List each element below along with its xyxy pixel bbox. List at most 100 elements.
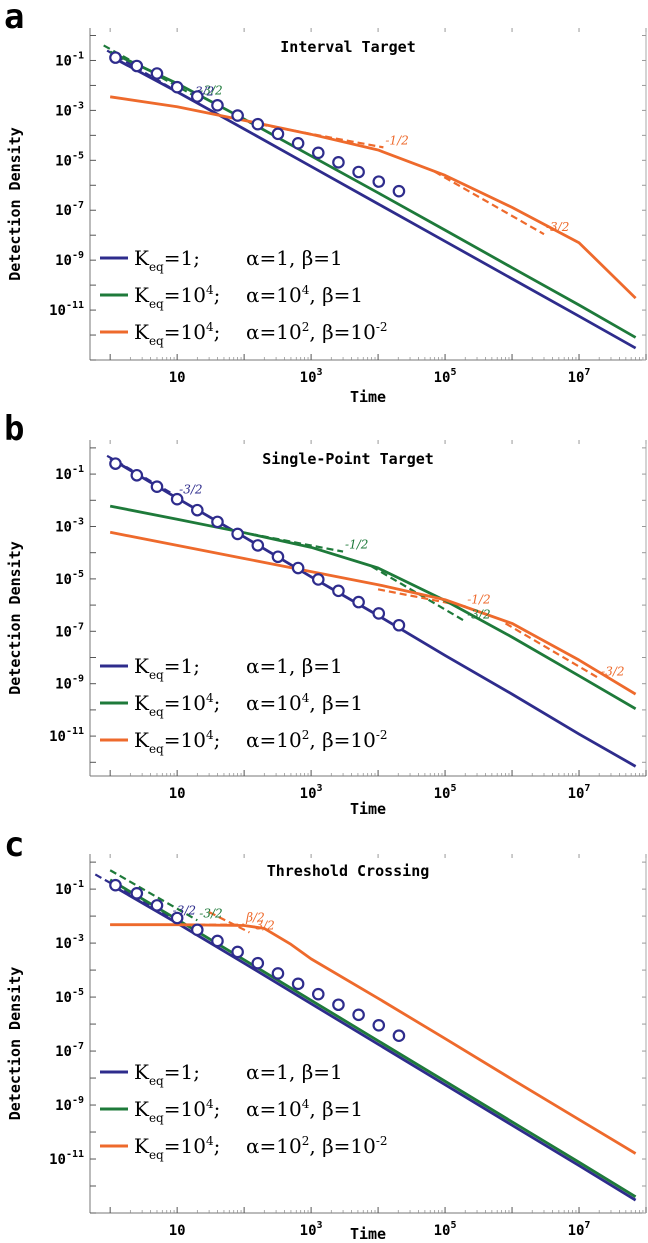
y-tick-exp: -7	[72, 200, 84, 211]
data-point	[231, 945, 244, 959]
y-tick-label: 10-9	[55, 250, 84, 269]
y-tick-label: 10-1	[55, 464, 84, 483]
legend-beta: , β=1	[289, 1060, 343, 1084]
x-tick-base: 10	[434, 1223, 451, 1239]
legend-k: K	[134, 283, 150, 307]
legend-sep: ;	[214, 691, 221, 715]
y-tick-label: 10-3	[55, 100, 84, 119]
y-tick-label: 10-11	[49, 726, 84, 745]
x-tick-label: 105	[434, 367, 457, 386]
y-axis-label: Detection Density	[6, 541, 24, 695]
legend-k: K	[134, 1134, 150, 1158]
data-point	[291, 137, 305, 150]
legend-k-sub: eq	[149, 742, 164, 756]
legend-k-sub: eq	[149, 260, 164, 274]
y-tick-base: 10	[55, 1044, 72, 1060]
legend-k: K	[134, 1060, 150, 1084]
data-point	[109, 878, 122, 892]
legend-k-exp: 4	[206, 1097, 214, 1111]
panel-a: a10 103 105 10710-110-310-510-710-910-11Det…	[4, 0, 647, 406]
legend-k-value: =1	[164, 654, 193, 678]
data-point	[291, 561, 305, 575]
y-tick-base: 10	[55, 103, 72, 119]
y-tick-label: 10-3	[55, 516, 84, 535]
legend-alpha-exp: 2	[302, 728, 310, 742]
y-tick-label: 10-7	[55, 621, 84, 640]
legend-label: Keq=104; α=102, β=10-2	[134, 320, 388, 348]
data-point	[332, 998, 345, 1012]
y-tick-exp: -7	[72, 621, 84, 632]
legend-k-value: =10	[164, 691, 206, 715]
legend-alpha-exp: 4	[302, 283, 310, 297]
data-point	[170, 911, 184, 925]
x-axis-label: Time	[350, 1225, 386, 1243]
legend-k: K	[134, 320, 150, 344]
legend-sep: ;	[193, 246, 200, 270]
x-tick-base: 10	[300, 1223, 317, 1239]
slope-label: -3/2	[467, 607, 490, 621]
data-point	[130, 468, 144, 482]
y-tick-base: 10	[55, 624, 72, 640]
legend-k-sub: eq	[149, 705, 164, 719]
legend-alpha: α=10	[246, 691, 302, 715]
y-tick-label: 10-7	[55, 200, 84, 219]
data-point	[109, 457, 122, 470]
x-tick-exp: 7	[584, 367, 590, 378]
slope-label: -3/2	[199, 83, 222, 97]
panel-letter: c	[4, 825, 24, 865]
data-point	[392, 618, 406, 632]
y-tick-exp: -7	[72, 1041, 84, 1052]
legend-beta: , β=1	[289, 654, 343, 678]
legend-alpha: α=10	[246, 1134, 302, 1158]
chart-title: Single-Point Target	[262, 450, 434, 468]
data-point	[392, 1029, 406, 1043]
y-tick-exp: -5	[72, 569, 84, 580]
y-tick-label: 10-1	[55, 50, 84, 69]
x-tick-base: 10	[300, 370, 317, 386]
y-tick-label: 10-5	[55, 569, 84, 588]
legend-beta: , β=10	[309, 728, 375, 752]
legend-beta: , β=1	[309, 691, 363, 715]
y-tick-base: 10	[55, 990, 72, 1006]
y-tick-label: 10-5	[55, 150, 84, 169]
legend-k: K	[134, 691, 150, 715]
y-tick-base: 10	[49, 1152, 66, 1168]
y-tick-label: 10-1	[55, 879, 84, 898]
x-tick-label: 10	[169, 370, 186, 386]
data-point	[372, 1019, 386, 1032]
legend-label: Keq=104; α=102, β=10-2	[134, 1134, 388, 1162]
legend-alpha: α=10	[246, 728, 302, 752]
slope-label: -3/2	[251, 918, 274, 932]
x-tick-base: 10	[568, 786, 585, 802]
legend-sep: ;	[193, 654, 200, 678]
legend-label: Keq=1; α=1, β=1	[134, 1060, 343, 1088]
y-tick-base: 10	[55, 882, 72, 898]
legend-alpha-exp: 2	[302, 320, 310, 334]
panel-b: b10 103 105 10710-110-310-510-710-910-11Det…	[4, 409, 647, 818]
y-tick-exp: -3	[72, 933, 84, 944]
x-tick-exp: 5	[450, 367, 456, 378]
legend-k-value: =1	[164, 1060, 193, 1084]
x-tick-exp: 5	[450, 1220, 456, 1231]
y-tick-exp: -9	[72, 250, 84, 261]
y-tick-label: 10-3	[55, 933, 84, 952]
y-tick-label: 10-11	[49, 1149, 84, 1168]
slope-label: -3/2	[546, 220, 569, 234]
data-point	[392, 184, 406, 198]
series-line-green	[109, 504, 637, 711]
x-tick-exp: 7	[584, 783, 590, 794]
y-tick-exp: -9	[72, 674, 84, 685]
data-point	[211, 99, 224, 112]
y-tick-exp: -5	[72, 150, 84, 161]
legend-k-sub: eq	[149, 668, 164, 682]
y-tick-exp: -3	[72, 516, 84, 527]
y-tick-label: 10-11	[49, 300, 84, 319]
data-point	[251, 117, 265, 131]
y-axis-label: Detection Density	[6, 967, 24, 1121]
slope-label: β/2	[245, 911, 265, 925]
x-tick-label: 10	[169, 786, 186, 802]
legend-alpha-exp: 2	[302, 1134, 310, 1148]
legend-k-exp: 4	[206, 728, 214, 742]
x-axis-label: Time	[350, 388, 386, 406]
